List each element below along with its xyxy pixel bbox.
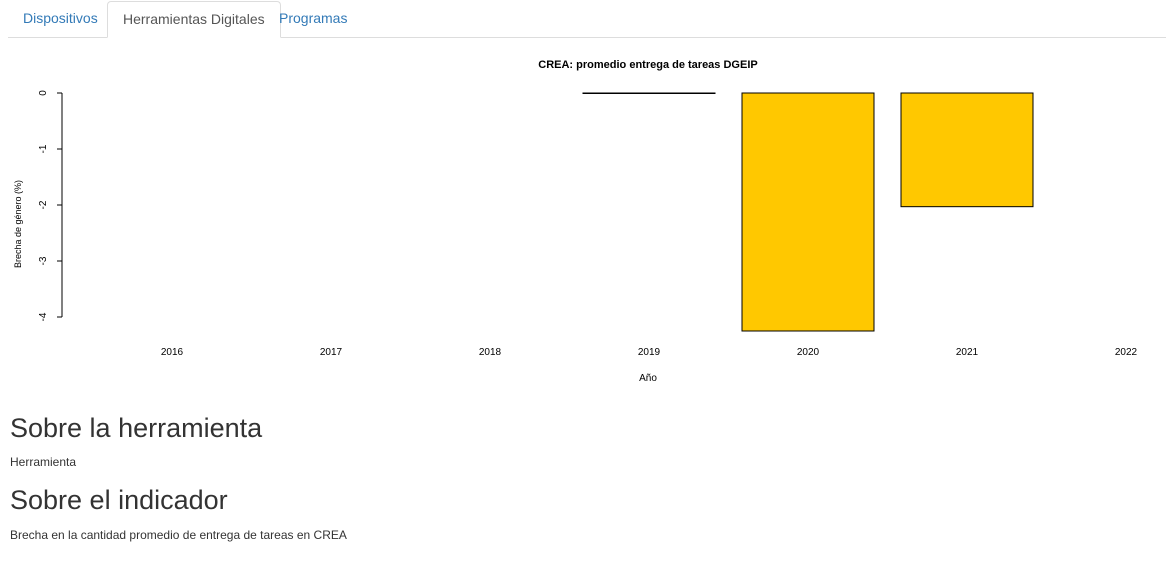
x-tick-label: 2018 [479, 347, 502, 358]
tab-herramientas-digitales[interactable]: Herramientas Digitales [107, 1, 281, 38]
about-indicator-heading: Sobre el indicador [10, 485, 228, 515]
y-tick-label: -1 [38, 144, 49, 153]
bar-chart: CREA: promedio entrega de tareas DGEIP A… [13, 59, 1138, 384]
about-tool-heading: Sobre la herramienta [10, 413, 263, 443]
tab-programas[interactable]: Programas [279, 10, 348, 26]
bar-2020 [741, 92, 875, 332]
y-axis-label: Brecha de género (%) [13, 180, 23, 268]
x-axis-ticks: 2016 2017 2018 2019 2020 2021 2022 [161, 347, 1138, 358]
x-axis-label: Año [639, 373, 657, 384]
y-tick-label: -3 [38, 256, 49, 265]
about-indicator-text: Brecha en la cantidad promedio de entreg… [10, 528, 347, 542]
chart-title: CREA: promedio entrega de tareas DGEIP [538, 59, 757, 71]
bars [582, 92, 1034, 332]
x-tick-label: 2016 [161, 347, 184, 358]
x-tick-label: 2021 [956, 347, 979, 358]
x-tick-label: 2020 [797, 347, 820, 358]
y-tick-label: 0 [38, 90, 49, 96]
tab-bar: Dispositivos Herramientas Digitales Prog… [8, 0, 1166, 38]
y-tick-label: -4 [38, 312, 49, 321]
x-tick-label: 2017 [320, 347, 343, 358]
bar-2019 [582, 92, 716, 94]
y-axis: 0 -1 -2 -3 -4 [38, 90, 63, 321]
y-tick-label: -2 [38, 200, 49, 209]
about-tool-text: Herramienta [10, 455, 77, 469]
x-tick-label: 2022 [1115, 347, 1138, 358]
tab-dispositivos[interactable]: Dispositivos [23, 10, 98, 26]
bar-2021 [900, 92, 1034, 208]
x-tick-label: 2019 [638, 347, 661, 358]
